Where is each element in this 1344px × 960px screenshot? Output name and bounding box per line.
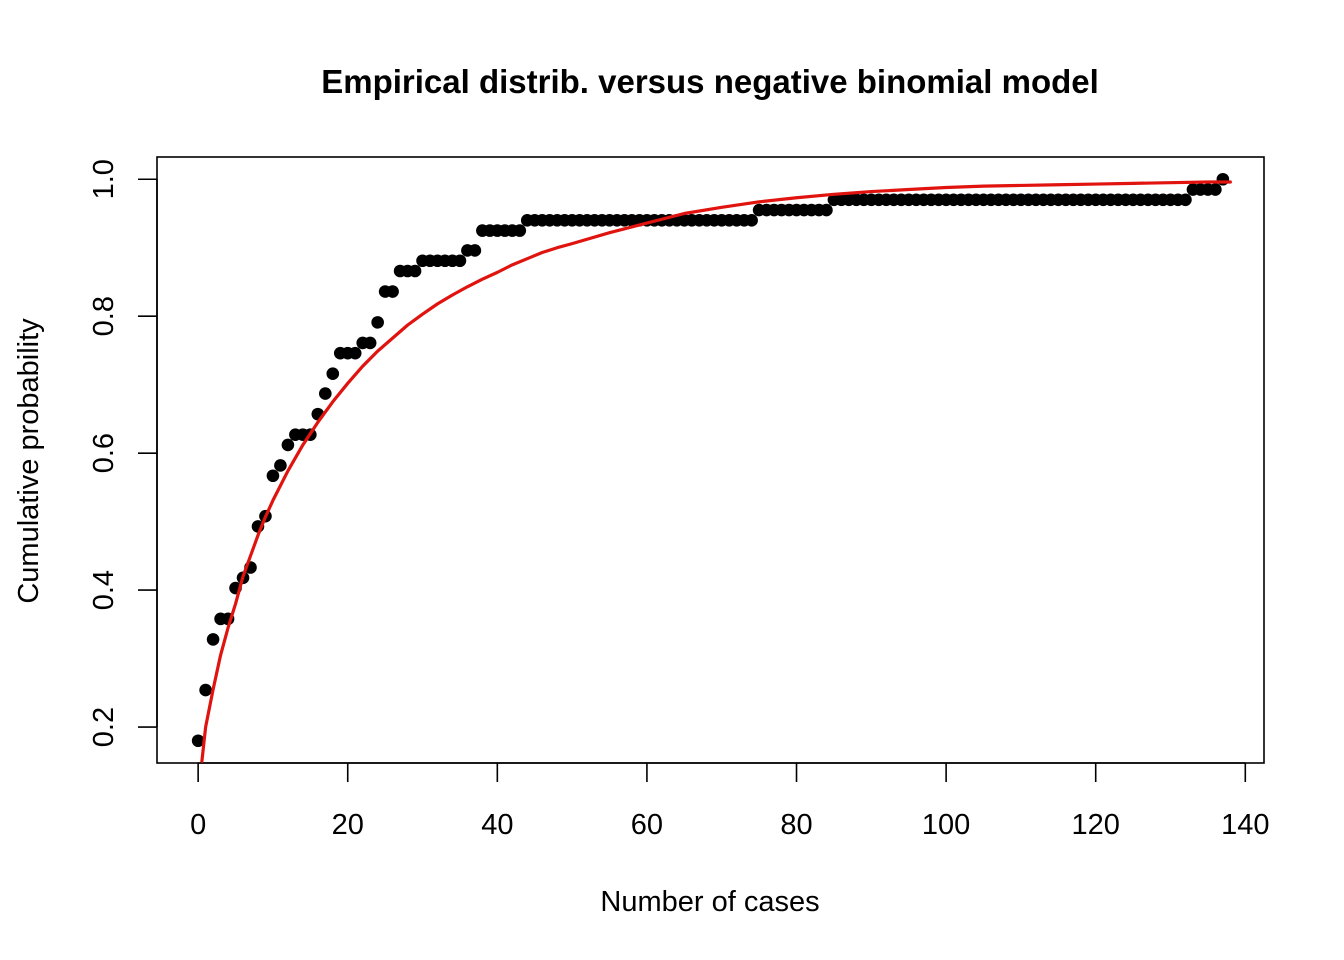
chart-title: Empirical distrib. versus negative binom… — [321, 63, 1099, 100]
empirical-point — [206, 633, 220, 646]
model-series — [200, 180, 1232, 763]
empirical-point — [453, 254, 467, 268]
empirical-point — [513, 224, 527, 237]
x-tick-label: 40 — [481, 809, 513, 841]
y-tick-label: 1.0 — [88, 159, 120, 199]
y-axis-label: Cumulative probability — [13, 318, 45, 604]
empirical-point — [191, 734, 205, 748]
empirical-point — [408, 264, 422, 278]
y-tick-label: 0.8 — [88, 296, 120, 336]
x-tick-label: 120 — [1072, 809, 1120, 841]
x-tick-label: 0 — [190, 809, 206, 841]
x-axis-label: Number of cases — [600, 886, 819, 918]
x-tick-label: 100 — [922, 809, 970, 841]
empirical-point — [1179, 193, 1192, 207]
empirical-point — [266, 469, 280, 483]
plot-area-border — [156, 156, 1265, 764]
y-axis: 0.2 0.4 0.6 0.8 1.0 — [88, 159, 158, 747]
empirical-point — [281, 438, 295, 452]
empirical-series — [191, 172, 1230, 748]
empirical-point — [199, 683, 212, 697]
x-tick-label: 20 — [332, 809, 364, 841]
empirical-point — [318, 387, 332, 400]
empirical-point — [1216, 172, 1230, 186]
empirical-point — [820, 203, 833, 217]
empirical-point — [363, 336, 377, 350]
x-axis: 0 20 40 60 80 100 120 140 — [190, 762, 1269, 841]
x-tick-label: 60 — [631, 809, 663, 841]
empirical-point — [468, 244, 482, 257]
model-curve-line — [200, 180, 1232, 763]
empirical-point — [371, 316, 384, 329]
y-tick-label: 0.2 — [88, 707, 120, 747]
y-tick-label: 0.6 — [88, 433, 120, 473]
y-tick-label: 0.4 — [88, 570, 120, 610]
x-tick-label: 140 — [1221, 809, 1269, 841]
empirical-point — [386, 285, 399, 298]
x-tick-label: 80 — [780, 809, 812, 841]
empirical-point — [745, 214, 758, 227]
empirical-point — [326, 367, 340, 381]
empirical-point — [274, 459, 287, 472]
empirical-point — [1209, 183, 1222, 196]
empirical-point — [348, 346, 362, 360]
